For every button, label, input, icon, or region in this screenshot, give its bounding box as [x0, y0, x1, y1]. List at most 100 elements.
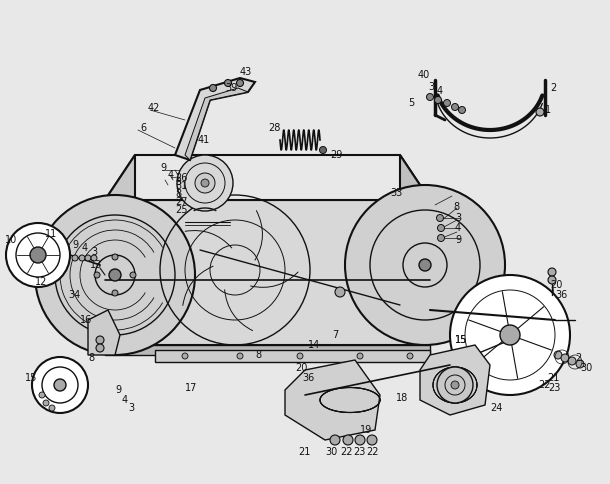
Text: 30: 30: [325, 447, 337, 457]
Text: 41: 41: [198, 135, 210, 145]
Circle shape: [443, 100, 451, 106]
Circle shape: [437, 367, 473, 403]
Text: 20: 20: [550, 280, 562, 290]
Circle shape: [548, 268, 556, 276]
Circle shape: [548, 276, 556, 284]
Circle shape: [345, 185, 505, 345]
Polygon shape: [420, 345, 490, 415]
Circle shape: [112, 254, 118, 260]
Text: 42: 42: [148, 103, 160, 113]
Text: 4: 4: [168, 170, 174, 180]
Text: 22: 22: [366, 447, 378, 457]
Circle shape: [109, 269, 121, 281]
Circle shape: [568, 357, 576, 365]
Text: 36: 36: [555, 290, 567, 300]
Text: 7: 7: [332, 330, 339, 340]
Text: 15: 15: [455, 335, 467, 345]
Text: 6: 6: [140, 123, 146, 133]
Circle shape: [201, 179, 209, 187]
Circle shape: [426, 93, 434, 101]
Circle shape: [96, 336, 104, 344]
Circle shape: [237, 353, 243, 359]
Text: 13: 13: [90, 260, 102, 270]
Circle shape: [35, 195, 195, 355]
Text: 30: 30: [580, 363, 592, 373]
Text: 8: 8: [255, 350, 261, 360]
Circle shape: [195, 173, 215, 193]
Text: 8: 8: [175, 189, 181, 199]
Polygon shape: [285, 360, 380, 440]
Circle shape: [209, 85, 217, 91]
Circle shape: [112, 290, 118, 296]
Circle shape: [536, 108, 544, 116]
Circle shape: [85, 255, 91, 261]
Text: 10: 10: [5, 235, 17, 245]
Text: 9: 9: [160, 163, 166, 173]
Text: 22: 22: [538, 380, 550, 390]
Text: 3: 3: [455, 213, 461, 223]
Polygon shape: [155, 350, 430, 362]
Circle shape: [182, 353, 188, 359]
Text: 3: 3: [428, 82, 434, 92]
Circle shape: [459, 106, 465, 114]
Polygon shape: [88, 310, 120, 355]
Circle shape: [576, 360, 584, 368]
Text: 5: 5: [408, 98, 414, 108]
Text: 36: 36: [302, 373, 314, 383]
Text: 3: 3: [91, 247, 97, 257]
Circle shape: [30, 247, 46, 263]
Circle shape: [130, 272, 136, 278]
Text: 24: 24: [490, 403, 503, 413]
Text: 4: 4: [82, 243, 88, 253]
Circle shape: [94, 272, 100, 278]
Circle shape: [79, 255, 85, 261]
Text: 4: 4: [437, 86, 443, 96]
Text: 11: 11: [45, 229, 57, 239]
Text: 15: 15: [455, 335, 467, 345]
Text: 12: 12: [35, 277, 48, 287]
Circle shape: [450, 275, 570, 395]
Text: 26: 26: [175, 173, 187, 183]
Polygon shape: [185, 88, 248, 160]
Text: 8: 8: [88, 353, 94, 363]
Text: 21: 21: [547, 373, 559, 383]
Circle shape: [39, 392, 45, 398]
Text: 23: 23: [548, 383, 561, 393]
Text: 1: 1: [545, 105, 551, 115]
Circle shape: [434, 96, 442, 104]
Text: 2: 2: [550, 83, 556, 93]
Circle shape: [91, 255, 97, 261]
Text: 15: 15: [25, 373, 37, 383]
Circle shape: [54, 379, 66, 391]
Circle shape: [437, 225, 445, 231]
Circle shape: [451, 381, 459, 389]
Circle shape: [367, 435, 377, 445]
Text: 22: 22: [340, 447, 353, 457]
Polygon shape: [105, 345, 430, 355]
Circle shape: [500, 325, 520, 345]
Circle shape: [43, 400, 49, 406]
Circle shape: [177, 155, 233, 211]
Text: 9: 9: [115, 385, 121, 395]
Text: 9: 9: [455, 235, 461, 245]
Text: 20: 20: [295, 363, 307, 373]
Circle shape: [72, 255, 78, 261]
Text: 29: 29: [330, 150, 342, 160]
Circle shape: [6, 223, 70, 287]
Text: 17: 17: [185, 383, 198, 393]
Polygon shape: [175, 78, 255, 160]
Circle shape: [343, 435, 353, 445]
Text: 16: 16: [80, 315, 92, 325]
Polygon shape: [105, 200, 430, 345]
Text: 34: 34: [68, 290, 81, 300]
Circle shape: [437, 235, 445, 242]
Text: 43: 43: [240, 67, 253, 77]
Circle shape: [407, 353, 413, 359]
Text: 40: 40: [418, 70, 430, 80]
Circle shape: [330, 435, 340, 445]
Circle shape: [357, 353, 363, 359]
Text: 14: 14: [308, 340, 320, 350]
Text: 23: 23: [353, 447, 365, 457]
Text: 4: 4: [455, 223, 461, 233]
Circle shape: [335, 287, 345, 297]
